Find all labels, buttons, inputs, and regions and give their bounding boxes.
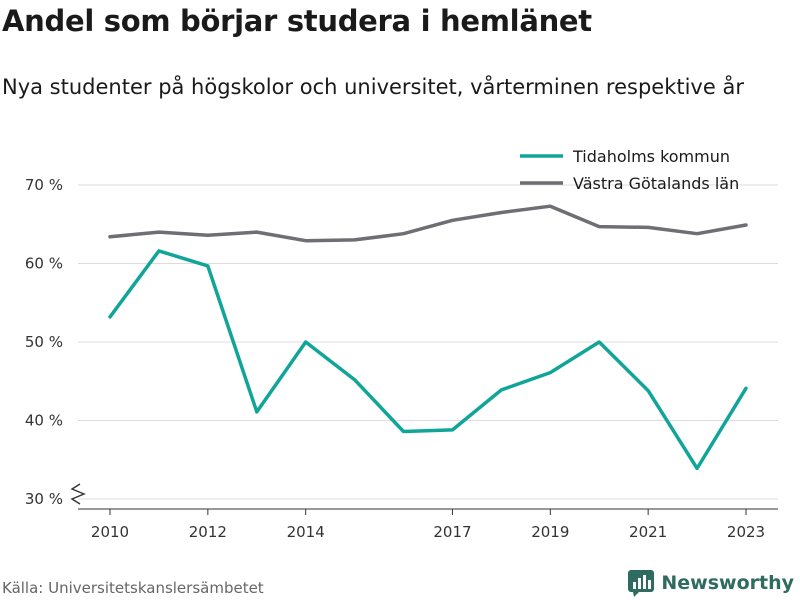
chart-subtitle: Nya studenter på högskolor och universit… [2,75,744,99]
series-line-0 [108,249,748,471]
x-tick-label: 2012 [189,523,227,541]
source-note: Källa: Universitetskanslersämbetet [2,579,264,597]
legend: Tidaholms kommun Västra Götalands län [520,147,739,193]
series-lines [108,204,748,471]
x-tick-label: 2021 [629,523,667,541]
newsworthy-icon [628,570,655,597]
y-tick-label: 30 % [25,490,63,508]
x-tick-label: 2010 [91,523,129,541]
chart-title: Andel som börjar studera i hemlänet [2,4,592,38]
series-line-1 [108,204,748,243]
x-tick-label: 2023 [727,523,765,541]
axes: 30 % 40 % 50 % 60 % 70 % 2010 2012 2014 2017 2019… [25,176,778,541]
y-tick-label: 40 % [25,412,63,430]
y-tick-label: 60 % [25,255,63,273]
brand-logo: Newsworthy [627,567,794,599]
axis-break-mark [70,483,86,505]
x-tick-label: 2017 [433,523,471,541]
legend-label: Tidaholms kommun [572,147,730,166]
x-tick-label: 2019 [531,523,569,541]
y-tick-label: 70 % [25,176,63,194]
x-tick-label: 2014 [287,523,325,541]
brand-name: Newsworthy [661,572,794,594]
legend-label: Västra Götalands län [573,174,739,193]
y-tick-label: 50 % [25,333,63,351]
